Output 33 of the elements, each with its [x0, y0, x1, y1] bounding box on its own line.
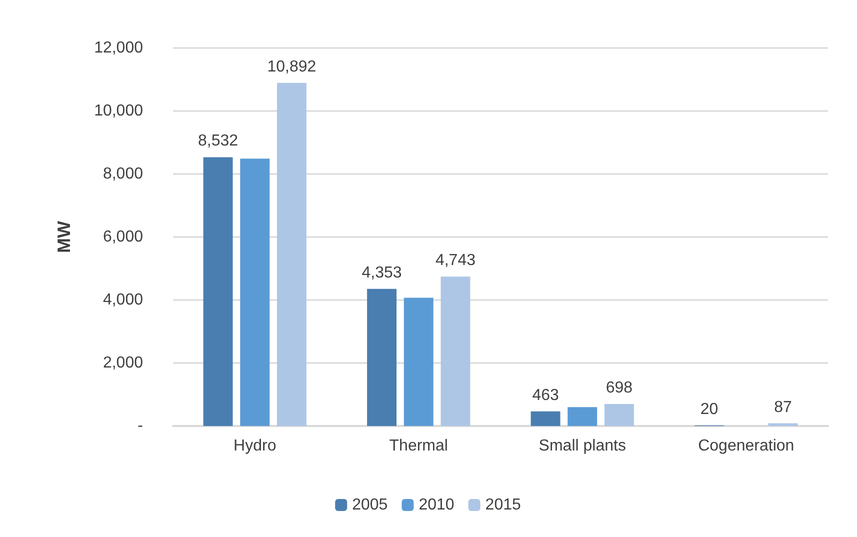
y-tick-label: 10,000	[94, 102, 144, 120]
bar	[404, 298, 434, 426]
data-label: 8,532	[198, 132, 238, 150]
x-tick-label: Cogeneration	[698, 438, 794, 454]
data-label: 4,743	[435, 252, 476, 270]
y-tick-label: -	[138, 418, 143, 434]
bar	[568, 407, 598, 426]
bar	[240, 158, 270, 426]
y-axis-title: MW	[54, 221, 74, 253]
data-label: 698	[606, 380, 633, 397]
bar	[440, 276, 470, 426]
bar	[530, 411, 560, 426]
data-label: 4,353	[362, 264, 402, 282]
x-tick-label: Hydro	[234, 438, 276, 454]
data-label: 87	[774, 398, 792, 416]
bar	[768, 423, 798, 426]
bar	[367, 288, 397, 426]
bar	[604, 404, 634, 426]
y-tick-label: 8,000	[102, 166, 144, 182]
bar	[276, 82, 306, 426]
x-tick-label: Small plants	[538, 438, 626, 454]
y-tick-label: 2,000	[102, 354, 144, 372]
legend-label: 2005	[352, 496, 388, 514]
bar	[203, 157, 233, 426]
legend-label: 2015	[485, 496, 521, 514]
x-tick-label: Thermal	[389, 438, 448, 454]
legend-label: 2010	[418, 496, 454, 514]
data-label: 10,892	[267, 58, 316, 76]
y-tick-label: 4,000	[102, 292, 144, 308]
y-tick-label: 6,000	[102, 228, 144, 246]
data-label: 463	[532, 386, 559, 404]
data-label: 20	[700, 400, 718, 418]
y-tick-label: 12,000	[94, 40, 144, 56]
